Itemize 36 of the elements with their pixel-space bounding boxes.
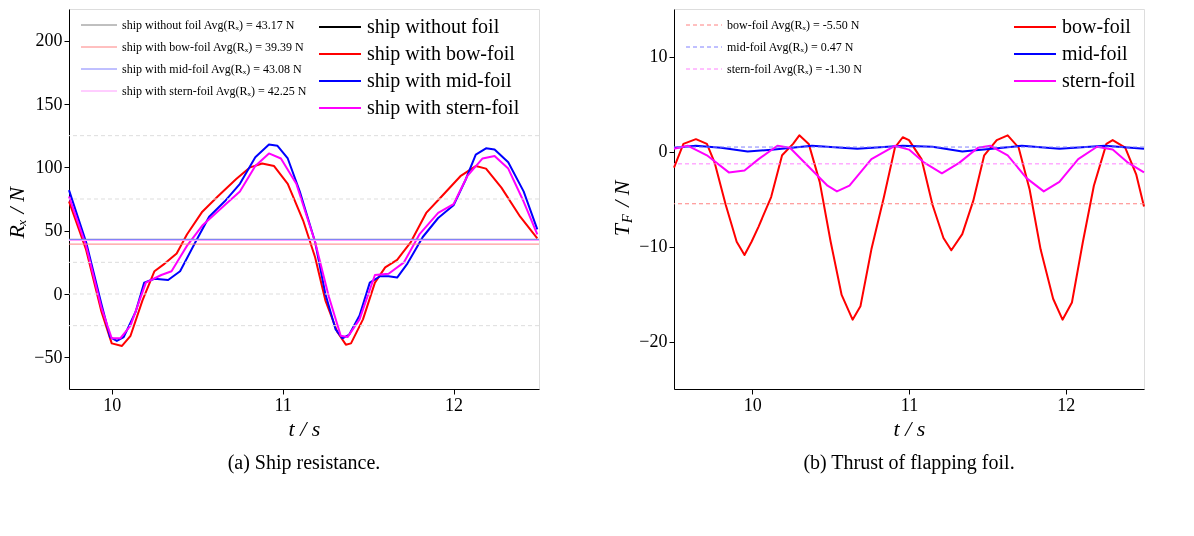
y-tick-label: 50 xyxy=(44,220,63,241)
y-tick-label: 200 xyxy=(35,30,63,51)
legend-label: ship with bow-foil xyxy=(367,42,516,65)
x-tick-label: 12 xyxy=(1057,394,1076,415)
y-tick-label: 100 xyxy=(35,156,63,177)
y-tick-label: 10 xyxy=(649,46,668,66)
y-tick-label: 0 xyxy=(658,141,668,161)
legend-label: ship with stern-foil Avg(Rₓ) = 42.25 N xyxy=(122,84,307,98)
y-axis-title: Rₓ / N xyxy=(4,185,29,240)
x-tick-label: 12 xyxy=(445,394,464,415)
legend-label: mid-foil xyxy=(1062,42,1128,64)
x-tick-label: 10 xyxy=(743,394,762,415)
legend-label: ship without foil xyxy=(367,15,500,38)
y-tick-label: 0 xyxy=(53,283,63,304)
x-tick-label: 10 xyxy=(103,394,122,415)
text: (b) Thrust of flapping foil. xyxy=(803,451,1015,474)
x-tick-label: 11 xyxy=(900,394,919,415)
legend-label: ship without foil Avg(Rₓ) = 43.17 N xyxy=(122,18,295,32)
legend-label: bow-foil Avg(Rₓ) = -5.50 N xyxy=(727,18,860,32)
y-tick-label: −20 xyxy=(639,331,668,351)
text: (a) Ship resistance. xyxy=(227,451,381,474)
legend-label: ship with bow-foil Avg(Rₓ) = 39.39 N xyxy=(122,40,305,54)
legend-label: ship with mid-foil Avg(Rₓ) = 43.08 N xyxy=(122,62,303,76)
legend-label: bow-foil xyxy=(1062,15,1132,37)
y-tick-label: 150 xyxy=(35,93,63,114)
legend-label: stern-foil Avg(Rₓ) = -1.30 N xyxy=(727,62,863,76)
legend-label: ship with mid-foil xyxy=(367,69,512,92)
x-tick-label: 11 xyxy=(274,394,292,415)
y-tick-label: −50 xyxy=(34,346,63,367)
legend-label: ship with stern-foil xyxy=(367,96,520,119)
x-axis-title: t / s xyxy=(288,415,321,441)
legend-label: stern-foil xyxy=(1062,69,1136,91)
x-axis-title: t / s xyxy=(893,415,926,441)
y-tick-label: −10 xyxy=(639,236,668,256)
legend-label: mid-foil Avg(Rₓ) = 0.47 N xyxy=(727,40,854,54)
y-axis-title: TF / N xyxy=(609,179,635,237)
